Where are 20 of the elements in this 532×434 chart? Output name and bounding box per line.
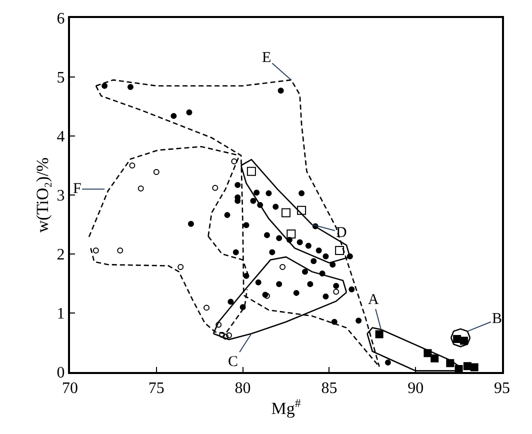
y-tick-label: 5	[56, 70, 65, 87]
y-axis-title: w(TiO₂)/%	[32, 157, 52, 233]
y-tick-label: 6	[56, 10, 65, 28]
y-tick-label: 2	[56, 246, 65, 264]
y-tick-label: 1	[56, 306, 65, 323]
y-tick-label: 0	[56, 364, 65, 382]
annotation: C	[228, 354, 238, 370]
annotation: B	[492, 311, 502, 327]
x-tick-label: 75	[148, 380, 164, 398]
x-tick-label: 80	[234, 380, 251, 398]
x-axis-title: Mg$^{#}$	[271, 396, 301, 418]
x-tick-label: 90	[408, 380, 424, 398]
x-tick-label: 95	[494, 380, 510, 398]
x-tick-label: 70	[62, 380, 78, 398]
annotation: E	[262, 50, 272, 66]
annotation: A	[368, 292, 379, 308]
y-tick-label: 4	[56, 128, 65, 146]
annotation: F	[73, 181, 82, 197]
y-tick-label: 3	[56, 188, 65, 205]
x-tick-label: 85	[321, 380, 338, 398]
